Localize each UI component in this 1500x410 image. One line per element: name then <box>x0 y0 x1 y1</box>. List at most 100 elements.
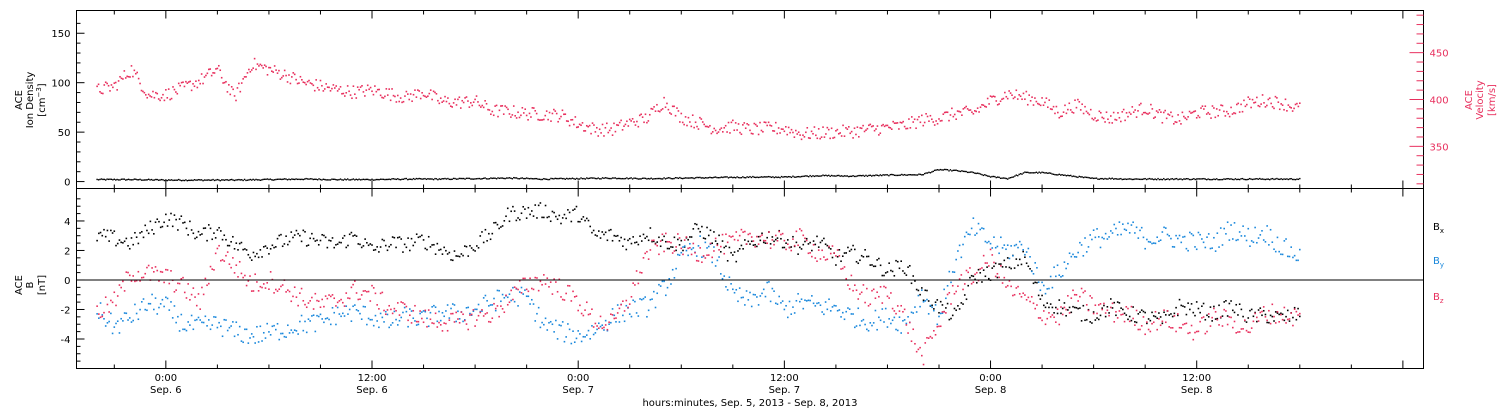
bx-point <box>1216 317 1219 320</box>
by-point <box>556 338 559 340</box>
bz-point <box>814 257 817 259</box>
ion-density-point <box>106 178 108 180</box>
ion-density-point <box>1281 178 1284 181</box>
by-point <box>307 318 310 320</box>
bz-point <box>821 249 823 252</box>
bx-point <box>927 300 930 302</box>
velocity-point <box>1087 112 1089 114</box>
bz-point <box>262 283 265 285</box>
bx-point <box>592 229 595 232</box>
ion-density-point <box>157 179 160 181</box>
bx-point <box>915 288 918 291</box>
bz-point <box>367 290 370 293</box>
velocity-point <box>488 109 491 111</box>
bx-point <box>1118 302 1121 304</box>
bz-point <box>1185 322 1188 325</box>
velocity-point <box>535 112 538 115</box>
velocity-point <box>531 107 534 109</box>
bz-point <box>195 304 198 307</box>
ion-density-point <box>1138 178 1141 181</box>
bz-point <box>601 327 604 330</box>
velocity-point <box>563 113 565 116</box>
by-point <box>835 305 837 307</box>
bz-point <box>103 311 105 314</box>
bx-point <box>1146 322 1148 325</box>
bx-point <box>1084 319 1086 322</box>
bx-point <box>1156 317 1158 320</box>
ion-density-point <box>912 174 914 176</box>
bz-point <box>905 324 908 326</box>
bz-point <box>1151 322 1153 325</box>
ion-density-point <box>206 179 209 181</box>
ion-density-point <box>1170 178 1172 180</box>
bx-point <box>797 253 799 255</box>
bz-point <box>354 280 356 282</box>
by-point <box>591 325 593 327</box>
ion-density-point <box>235 179 237 181</box>
ion-density-point <box>1236 178 1238 181</box>
bz-point <box>424 309 427 312</box>
ion-density-point <box>262 178 264 181</box>
bx-point <box>896 260 899 263</box>
velocity-point <box>196 86 199 89</box>
bz-point <box>1101 308 1104 311</box>
by-point <box>1113 223 1116 226</box>
velocity-point <box>1190 112 1192 114</box>
ion-density-point <box>876 174 879 177</box>
velocity-point <box>928 120 930 122</box>
velocity-point <box>441 101 443 103</box>
by-point <box>668 277 671 280</box>
ion-density-point <box>1135 178 1138 180</box>
velocity-point <box>318 89 320 91</box>
ion-density-point <box>394 178 396 180</box>
velocity-point <box>1006 97 1009 100</box>
by-point <box>933 309 935 312</box>
bz-point <box>996 272 999 275</box>
bx-point <box>780 237 782 240</box>
ion-density-point <box>941 169 943 171</box>
by-point <box>560 324 562 327</box>
bz-point <box>140 276 143 279</box>
by-point <box>544 317 547 320</box>
bx-point <box>494 221 497 224</box>
velocity-point <box>119 75 121 78</box>
ion-density-point <box>989 176 992 178</box>
velocity-point <box>1140 102 1142 105</box>
ion-density-point <box>252 178 254 181</box>
ion-density-point <box>674 176 677 179</box>
by-point <box>905 322 908 325</box>
bx-point <box>606 239 609 242</box>
bz-point <box>960 274 963 276</box>
bx-point <box>1257 309 1260 311</box>
ion-density-point <box>495 178 498 180</box>
bz-point <box>226 251 229 253</box>
ion-density-point <box>236 179 239 181</box>
by-point <box>118 332 121 334</box>
by-point <box>762 288 765 291</box>
bz-point <box>319 306 322 309</box>
bx-point <box>950 317 952 320</box>
bx-point <box>644 237 646 240</box>
bz-point <box>613 317 616 320</box>
ion-density-point <box>825 174 827 176</box>
velocity-point <box>949 114 952 116</box>
ion-density-point <box>414 178 416 181</box>
velocity-point <box>1270 102 1272 105</box>
velocity-point <box>982 104 985 106</box>
bx-point <box>941 304 944 306</box>
by-point <box>1242 225 1244 227</box>
by-point <box>278 338 281 341</box>
bz-point <box>780 233 782 236</box>
by-point <box>372 324 375 327</box>
bx-point <box>781 246 784 249</box>
by-point <box>225 319 227 321</box>
velocity-point <box>946 111 949 114</box>
ion-density-point <box>636 177 638 180</box>
velocity-point <box>1081 103 1083 106</box>
bx-point <box>766 236 768 239</box>
ion-density-point <box>1021 173 1023 175</box>
bx-point <box>391 236 394 238</box>
ion-density-point <box>553 178 555 180</box>
bx-point <box>481 231 483 233</box>
by-point <box>1147 240 1150 243</box>
